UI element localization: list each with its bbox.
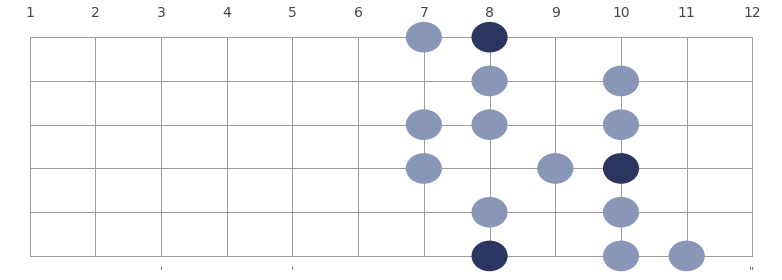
Ellipse shape [537, 153, 573, 184]
Text: ': ' [291, 267, 294, 277]
Ellipse shape [603, 66, 639, 96]
Ellipse shape [406, 22, 442, 53]
Text: 4: 4 [222, 6, 231, 20]
Ellipse shape [603, 153, 639, 184]
Ellipse shape [603, 241, 639, 271]
Text: ': ' [488, 267, 491, 277]
Text: 10: 10 [612, 6, 630, 20]
Text: 5: 5 [288, 6, 297, 20]
Ellipse shape [603, 109, 639, 140]
Text: 11: 11 [678, 6, 696, 20]
Ellipse shape [472, 109, 508, 140]
Text: 6: 6 [353, 6, 363, 20]
Ellipse shape [472, 197, 508, 227]
Text: 7: 7 [419, 6, 429, 20]
Ellipse shape [406, 153, 442, 184]
Text: 3: 3 [156, 6, 165, 20]
Text: 8: 8 [485, 6, 494, 20]
Text: '': '' [749, 267, 755, 277]
Text: ': ' [619, 267, 622, 277]
Text: 12: 12 [744, 6, 761, 20]
Ellipse shape [406, 109, 442, 140]
Text: 2: 2 [91, 6, 99, 20]
Ellipse shape [669, 241, 705, 271]
Text: 1: 1 [25, 6, 34, 20]
Text: ': ' [160, 267, 163, 277]
Ellipse shape [472, 66, 508, 96]
Ellipse shape [603, 197, 639, 227]
Ellipse shape [472, 241, 508, 271]
Ellipse shape [472, 22, 508, 53]
Text: 9: 9 [551, 6, 560, 20]
